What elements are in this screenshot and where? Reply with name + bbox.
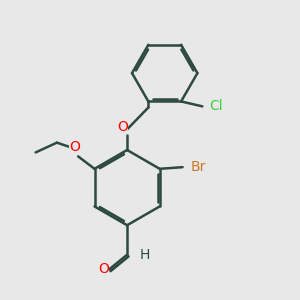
Text: H: H <box>140 248 150 262</box>
Text: O: O <box>98 262 109 276</box>
Text: O: O <box>117 120 128 134</box>
Text: O: O <box>69 140 80 154</box>
Text: Cl: Cl <box>209 99 223 113</box>
Text: Br: Br <box>191 160 206 174</box>
